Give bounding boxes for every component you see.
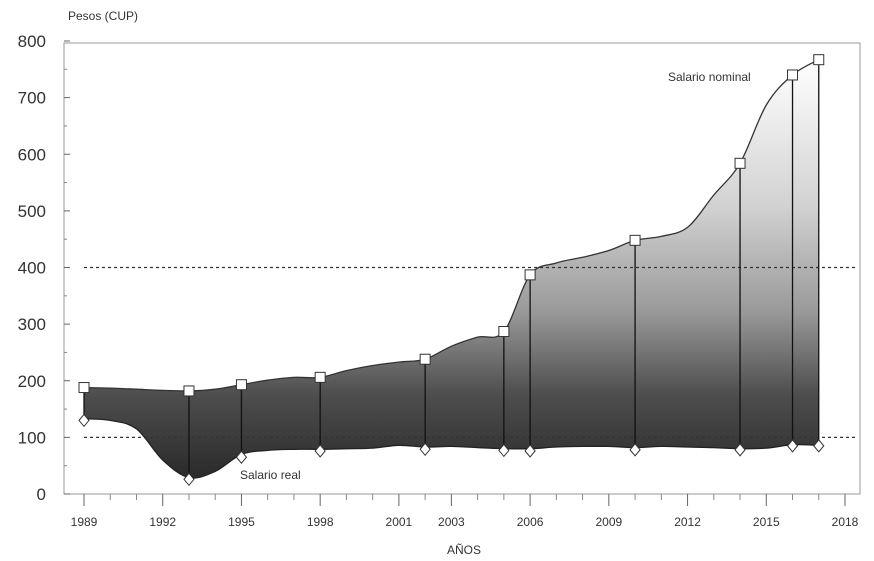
- x-tick-label: 1989: [71, 515, 98, 529]
- x-tick-label: 2001: [386, 515, 413, 529]
- marker-salario-real: [524, 444, 536, 458]
- area-between-series: [84, 59, 819, 479]
- marker-salario-nominal: [524, 269, 536, 281]
- x-axis-title: AÑOS: [447, 543, 481, 557]
- marker-salario-real: [314, 444, 326, 458]
- y-tick-label: 0: [37, 485, 46, 504]
- marker-salario-real: [629, 443, 641, 457]
- y-axis: 0 100 200 300 400 500 600 700 800: [18, 32, 70, 504]
- marker-salario-nominal: [183, 385, 195, 397]
- y-tick-label: 600: [18, 145, 46, 164]
- reference-lines: [84, 266, 857, 438]
- y-tick-label: 400: [18, 259, 46, 278]
- series-line-salario-real: [83, 418, 819, 479]
- x-tick-label: 1992: [149, 515, 176, 529]
- x-tick-label: 2003: [438, 515, 465, 529]
- x-tick-label: 2015: [753, 515, 780, 529]
- marker-salario-real: [78, 413, 90, 428]
- y-tick-label: 100: [18, 428, 46, 447]
- marker-salario-nominal: [787, 69, 799, 81]
- y-tick-label: 300: [18, 315, 46, 334]
- marker-salario-nominal: [78, 382, 90, 394]
- x-tick-label: 1995: [228, 515, 255, 529]
- series-label-salario-nominal: Salario nominal: [668, 70, 751, 84]
- series-label-salario-real: Salario real: [240, 468, 301, 482]
- marker-salario-nominal: [498, 325, 510, 337]
- x-tick-label: 2018: [832, 515, 859, 529]
- x-tick-label: 2006: [517, 515, 544, 529]
- y-tick-label: 200: [18, 372, 46, 391]
- x-tick-label: 2009: [595, 515, 622, 529]
- y-tick-label: 700: [18, 89, 46, 108]
- marker-salario-real: [734, 443, 746, 457]
- marker-salario-nominal: [734, 157, 746, 169]
- marker-salario-nominal: [419, 353, 431, 365]
- marker-salario-real: [786, 439, 799, 453]
- marker-salario-real: [419, 442, 431, 457]
- marker-salario-nominal: [629, 234, 641, 246]
- marker-salario-real: [235, 450, 248, 464]
- x-tick-label: 1998: [307, 515, 334, 529]
- marker-salario-real: [498, 443, 510, 458]
- y-axis-title: Pesos (CUP): [68, 9, 138, 23]
- marker-salario-nominal: [314, 371, 326, 383]
- x-tick-label: 2012: [674, 515, 701, 529]
- marker-salario-nominal: [813, 54, 825, 66]
- y-tick-label: 800: [18, 32, 46, 51]
- marker-salario-real: [813, 439, 825, 453]
- y-tick-label: 500: [18, 202, 46, 221]
- series-line-salario-nominal: [83, 59, 820, 392]
- x-axis: 1989 1992 1995 1998 2001 2003 2006 2009 2012 2015…: [71, 494, 859, 529]
- series-markers: [78, 54, 825, 487]
- marker-salario-real: [183, 472, 195, 487]
- plot-frame: [63, 42, 861, 495]
- marker-salario-nominal: [235, 379, 247, 391]
